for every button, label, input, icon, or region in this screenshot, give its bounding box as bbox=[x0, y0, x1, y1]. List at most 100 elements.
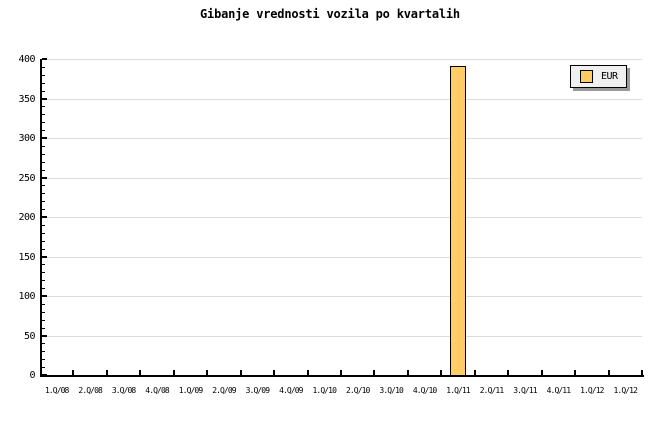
x-axis-tick bbox=[440, 370, 442, 375]
y-axis-label: 100 bbox=[18, 291, 35, 302]
y-axis-tick-major bbox=[42, 58, 47, 60]
y-axis-tick-major bbox=[42, 256, 47, 258]
x-axis-tick bbox=[173, 370, 175, 375]
x-axis-tick bbox=[641, 370, 643, 375]
y-axis-tick-minor bbox=[42, 272, 45, 273]
gridline bbox=[42, 178, 642, 179]
bar-1.Q/11 bbox=[450, 66, 466, 376]
x-axis-tick bbox=[106, 370, 108, 375]
y-axis-tick-minor bbox=[42, 328, 45, 329]
y-axis-tick-major bbox=[42, 98, 47, 100]
y-axis-tick-minor bbox=[42, 114, 45, 115]
x-axis-label: 1.Q/09 bbox=[178, 386, 203, 395]
y-axis-label: 150 bbox=[18, 252, 35, 263]
gridline bbox=[42, 59, 642, 60]
y-axis-tick-minor bbox=[42, 193, 45, 194]
x-axis-tick bbox=[407, 370, 409, 375]
x-axis-tick bbox=[307, 370, 309, 375]
legend-label: EUR bbox=[601, 71, 618, 82]
gridline bbox=[42, 257, 642, 258]
x-axis-tick bbox=[273, 370, 275, 375]
x-axis-label: 1.Q/08 bbox=[44, 386, 69, 395]
x-axis-label: 4.Q/10 bbox=[412, 386, 437, 395]
x-axis-tick bbox=[139, 370, 141, 375]
y-axis-label: 350 bbox=[18, 94, 35, 105]
y-axis-tick-minor bbox=[42, 146, 45, 147]
y-axis-label: 300 bbox=[18, 133, 35, 144]
y-axis-tick-minor bbox=[42, 122, 45, 123]
y-axis-tick-minor bbox=[42, 280, 45, 281]
gridline bbox=[42, 99, 642, 100]
y-axis-label: 250 bbox=[18, 173, 35, 184]
y-axis-tick-minor bbox=[42, 67, 45, 68]
x-axis-label: 3.Q/09 bbox=[245, 386, 270, 395]
gridline bbox=[42, 217, 642, 218]
x-axis-label: 4.Q/11 bbox=[546, 386, 571, 395]
x-axis-label: 2.Q/09 bbox=[212, 386, 236, 395]
y-axis-tick-minor bbox=[42, 170, 45, 171]
y-axis-tick-major bbox=[42, 177, 47, 179]
x-axis-tick bbox=[240, 370, 242, 375]
x-axis-label: 2.Q/11 bbox=[479, 386, 504, 395]
y-axis-tick-major bbox=[42, 295, 47, 297]
y-axis-label: 50 bbox=[23, 331, 36, 342]
y-axis-tick-minor bbox=[42, 343, 45, 344]
x-axis-label: 1.Q/10 bbox=[312, 386, 337, 395]
x-axis-label: 2.Q/10 bbox=[345, 386, 370, 395]
x-axis-tick bbox=[373, 370, 375, 375]
y-axis-tick-minor bbox=[42, 288, 45, 289]
x-axis-label: 3.Q/10 bbox=[379, 386, 403, 395]
y-axis-tick-minor bbox=[42, 351, 45, 352]
y-axis-tick-minor bbox=[42, 249, 45, 250]
y-axis-tick-minor bbox=[42, 83, 45, 84]
x-axis-tick bbox=[474, 370, 476, 375]
x-axis-tick bbox=[206, 370, 208, 375]
x-axis-label: 1.Q/11 bbox=[446, 386, 470, 395]
x-axis-tick bbox=[507, 370, 509, 375]
x-axis-tick bbox=[574, 370, 576, 375]
y-axis-label: 200 bbox=[18, 212, 35, 223]
y-axis-tick-minor bbox=[42, 130, 45, 131]
x-axis-label: 4.Q/08 bbox=[145, 386, 169, 395]
y-axis-tick-minor bbox=[42, 106, 45, 107]
y-axis-tick-minor bbox=[42, 209, 45, 210]
y-axis-tick-minor bbox=[42, 359, 45, 360]
x-axis-tick bbox=[72, 370, 74, 375]
y-axis-label: 0 bbox=[29, 370, 35, 381]
gridline bbox=[42, 138, 642, 139]
gridline bbox=[42, 296, 642, 297]
y-axis-tick-major bbox=[42, 374, 47, 376]
x-axis-line bbox=[40, 375, 644, 377]
x-axis-tick bbox=[608, 370, 610, 375]
x-axis-label: 2.Q/08 bbox=[78, 386, 102, 395]
y-axis-label: 400 bbox=[18, 54, 35, 65]
y-axis-tick-minor bbox=[42, 154, 45, 155]
x-axis-tick bbox=[541, 370, 543, 375]
y-axis-tick-minor bbox=[42, 185, 45, 186]
y-axis-tick-major bbox=[42, 137, 47, 139]
y-axis-tick-minor bbox=[42, 264, 45, 265]
chart-title: Gibanje vrednosti vozila po kvartalih bbox=[200, 7, 460, 21]
y-axis-tick-minor bbox=[42, 75, 45, 76]
y-axis-line bbox=[40, 59, 42, 377]
y-axis-tick-minor bbox=[42, 320, 45, 321]
y-axis-tick-minor bbox=[42, 304, 45, 305]
y-axis-tick-minor bbox=[42, 241, 45, 242]
y-axis-tick-minor bbox=[42, 162, 45, 163]
x-axis-tick bbox=[340, 370, 342, 375]
y-axis-tick-minor bbox=[42, 367, 45, 368]
x-axis-label: 3.Q/08 bbox=[111, 386, 136, 395]
x-axis-label: 1.Q/12 bbox=[580, 386, 604, 395]
y-axis-tick-major bbox=[42, 335, 47, 337]
y-axis-tick-minor bbox=[42, 225, 45, 226]
x-axis-label: 1.Q/12 bbox=[613, 386, 638, 395]
legend-swatch-eur bbox=[580, 70, 593, 83]
y-axis-tick-minor bbox=[42, 91, 45, 92]
gridline bbox=[42, 336, 642, 337]
y-axis-tick-minor bbox=[42, 233, 45, 234]
x-axis-label: 3.Q/11 bbox=[513, 386, 537, 395]
y-axis-tick-minor bbox=[42, 312, 45, 313]
y-axis-tick-major bbox=[42, 216, 47, 218]
y-axis-tick-minor bbox=[42, 201, 45, 202]
